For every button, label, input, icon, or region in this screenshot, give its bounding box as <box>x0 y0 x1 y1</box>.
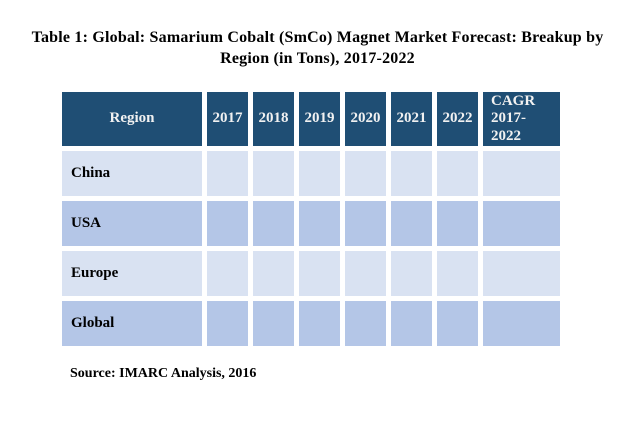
value-cell <box>299 251 340 296</box>
value-cell <box>437 301 478 346</box>
value-cell <box>483 301 560 346</box>
value-cell <box>299 201 340 246</box>
value-cell <box>207 301 248 346</box>
table-row-europe: Europe <box>62 251 560 296</box>
column-header-2018: 2018 <box>253 92 294 146</box>
value-cell <box>391 151 432 196</box>
value-cell <box>391 201 432 246</box>
value-cell <box>391 251 432 296</box>
table-header-row: Region 2017 2018 2019 2020 2021 2022 CAG… <box>62 92 560 146</box>
value-cell <box>437 201 478 246</box>
region-label-cell: USA <box>62 201 202 246</box>
value-cell <box>437 151 478 196</box>
value-cell <box>483 251 560 296</box>
value-cell <box>437 251 478 296</box>
forecast-table: Region 2017 2018 2019 2020 2021 2022 CAG… <box>57 87 565 351</box>
table-title-line-1: Table 1: Global: Samarium Cobalt (SmCo) … <box>31 29 604 46</box>
value-cell <box>207 151 248 196</box>
value-cell <box>253 251 294 296</box>
value-cell <box>253 201 294 246</box>
region-label-cell: Europe <box>62 251 202 296</box>
column-header-cagr-label: CAGR 2017-2022 <box>491 93 536 144</box>
value-cell <box>345 151 386 196</box>
value-cell <box>345 301 386 346</box>
column-header-2020: 2020 <box>345 92 386 146</box>
value-cell <box>483 201 560 246</box>
table-title: Table 1: Global: Samarium Cobalt (SmCo) … <box>8 27 628 69</box>
value-cell <box>345 251 386 296</box>
region-label-cell: Global <box>62 301 202 346</box>
value-cell <box>299 301 340 346</box>
column-header-2022: 2022 <box>437 92 478 146</box>
column-header-2019: 2019 <box>299 92 340 146</box>
value-cell <box>391 301 432 346</box>
column-header-2021: 2021 <box>391 92 432 146</box>
column-header-region: Region <box>62 92 202 146</box>
table-row-china: China <box>62 151 560 196</box>
table-row-global: Global <box>62 301 560 346</box>
table-title-line-2: Region (in Tons), 2017-2022 <box>220 50 415 68</box>
region-label-cell: China <box>62 151 202 196</box>
value-cell <box>207 251 248 296</box>
value-cell <box>345 201 386 246</box>
value-cell <box>207 201 248 246</box>
value-cell <box>483 151 560 196</box>
value-cell <box>299 151 340 196</box>
value-cell <box>253 301 294 346</box>
value-cell <box>253 151 294 196</box>
table-row-usa: USA <box>62 201 560 246</box>
source-note: Source: IMARC Analysis, 2016 <box>70 366 257 381</box>
column-header-cagr: CAGR 2017-2022 <box>483 92 560 146</box>
column-header-2017: 2017 <box>207 92 248 146</box>
